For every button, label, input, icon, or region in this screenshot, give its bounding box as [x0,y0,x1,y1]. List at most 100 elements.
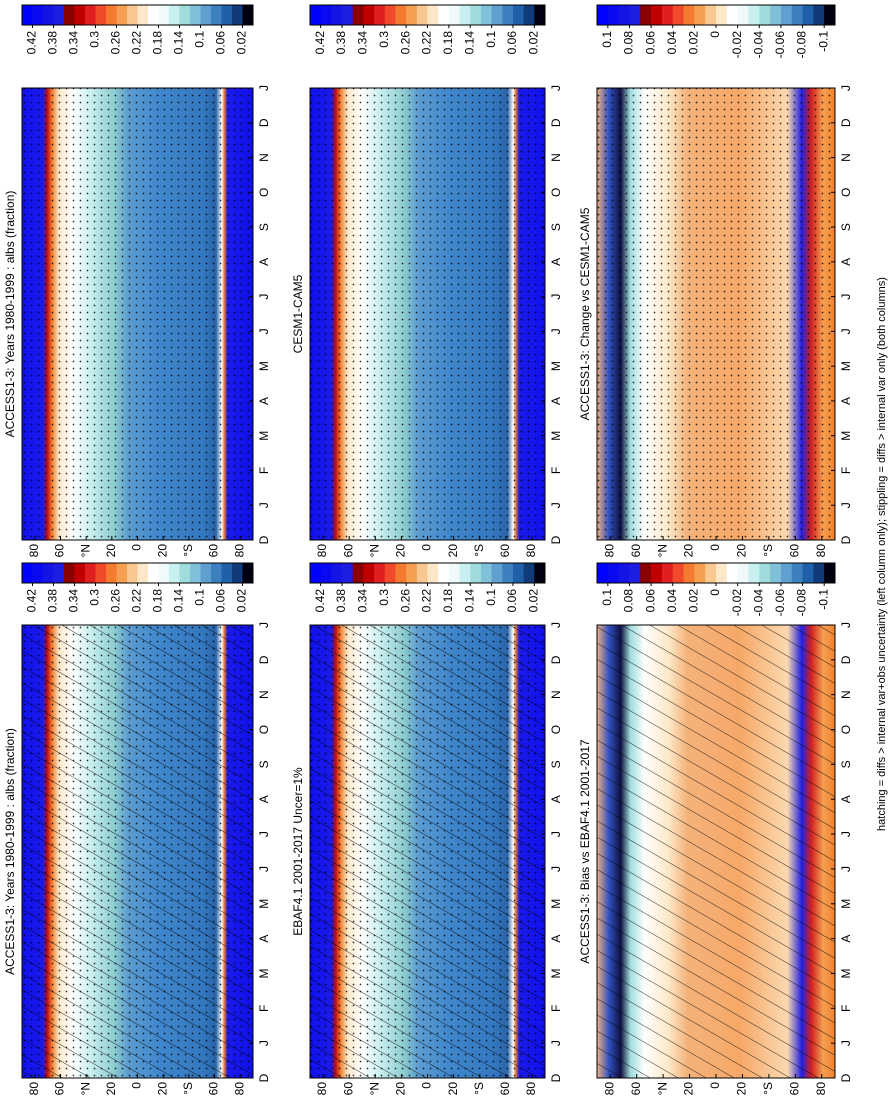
y-tick-label: 20 [104,1082,118,1096]
colorbar-swatch [438,5,450,25]
colorbar-tick-label: 0.38 [46,31,60,55]
x-tick-label: J [839,622,853,628]
x-tick-label: D [839,1073,853,1082]
x-tick-label: F [549,1005,563,1012]
stippling [22,88,253,540]
colorbar-swatch [502,563,514,583]
y-tick-label: 60 [629,1082,643,1096]
x-tick-label: M [257,361,271,371]
x-tick-label: J [839,831,853,837]
colorbar-swatch [470,5,482,25]
colorbar-tick-label: 0.42 [313,589,327,613]
colorbar-tick-label: 0.08 [622,589,636,613]
colorbar-swatch [74,5,86,25]
y-tick-label: 20 [104,544,118,558]
x-tick-label: F [549,467,563,474]
x-tick-label: M [839,968,853,978]
y-tick-label: 60 [207,544,221,558]
colorbar-tick-label: -0.06 [773,31,787,59]
x-tick-label: D [257,118,271,127]
colorbar-swatch [363,5,375,25]
colorbar-swatch [651,563,663,583]
y-tick-label: 60 [341,544,355,558]
colorbar-swatch [374,5,386,25]
colorbar-swatch [158,5,170,25]
colorbar-tick-label: 0.22 [130,589,144,613]
colorbar-swatch [95,563,107,583]
colorbar-swatch [106,563,117,583]
colorbar-swatch [211,5,222,25]
colorbar-swatch [137,563,149,583]
y-tick-label: °N [655,1082,669,1095]
x-tick-label: M [839,361,853,371]
y-tick-label: 60 [498,1082,512,1096]
x-tick-label: M [839,431,853,441]
colorbar-swatch [737,5,749,25]
colorbar-swatch [791,5,804,25]
y-tick-label: 0 [130,1082,144,1089]
x-tick-label: A [839,397,853,405]
y-tick-label: 60 [788,1082,802,1096]
colorbar-swatch [106,5,117,25]
x-tick-label: J [257,328,271,334]
colorbar-swatch [683,563,695,583]
colorbar-swatch [342,5,354,25]
hatching [597,625,835,1078]
colorbar-swatch [53,5,65,25]
x-tick-label: O [549,725,563,734]
x-tick-label: S [257,760,271,768]
colorbar-swatch [512,563,525,583]
colorbar-tick-label: 0.14 [462,31,476,55]
x-tick-label: J [549,328,563,334]
colorbar-tick-label: 0.34 [356,589,370,613]
colorbar-swatch [221,5,233,25]
colorbar-swatch [824,5,836,25]
colorbar-tick-label: 0.1 [484,589,498,606]
colorbar-tick-label: -0.08 [795,31,809,59]
x-tick-label: O [839,188,853,197]
colorbar-swatch [200,563,212,583]
colorbar-tick-label: 0.08 [622,31,636,55]
colorbar-swatch [74,563,86,583]
colorbar-swatch [802,5,814,25]
x-tick-label: A [257,258,271,266]
colorbar-swatch [32,5,44,25]
colorbar-swatch [618,563,630,583]
x-tick-label: J [257,866,271,872]
panel-title: ACCESS1-3: Years 1980-1999 : albs (fract… [3,728,17,975]
y-tick-label: °S [181,544,195,557]
x-tick-label: S [549,760,563,768]
stippling [310,625,545,1078]
x-tick-label: D [549,1073,563,1082]
panel-title: ACCESS1-3: Years 1980-1999 : albs (fract… [3,191,17,438]
y-tick-label: °S [472,544,486,557]
colorbar-swatch [342,563,354,583]
colorbar-swatch [352,563,364,583]
colorbar-swatch [651,5,663,25]
colorbar-tick-label: 0.26 [398,31,412,55]
colorbar-swatch [406,563,418,583]
colorbar-swatch [320,563,332,583]
colorbar-swatch [221,563,233,583]
colorbar-tick-label: 0.06 [643,589,657,613]
colorbar-tick-label: -0.06 [773,589,787,617]
y-tick-label: 60 [53,1082,67,1096]
x-tick-label: M [549,968,563,978]
colorbar-swatch [363,563,375,583]
x-tick-label: J [549,622,563,628]
y-tick-label: °S [761,544,775,557]
x-tick-label: J [839,1040,853,1046]
colorbar-swatch [179,5,191,25]
x-tick-label: D [549,535,563,544]
x-tick-label: J [839,866,853,872]
colorbar-swatch [716,5,728,25]
colorbar-tick-label: 0.3 [88,31,102,48]
colorbar-swatch [618,5,630,25]
x-tick-label: J [549,866,563,872]
y-tick-label: 60 [498,544,512,558]
colorbar-swatch [459,563,471,583]
x-tick-label: A [549,935,563,943]
y-tick-label: 0 [420,1082,434,1089]
colorbar-tick-label: 0.42 [313,31,327,55]
y-tick-label: 20 [735,544,749,558]
